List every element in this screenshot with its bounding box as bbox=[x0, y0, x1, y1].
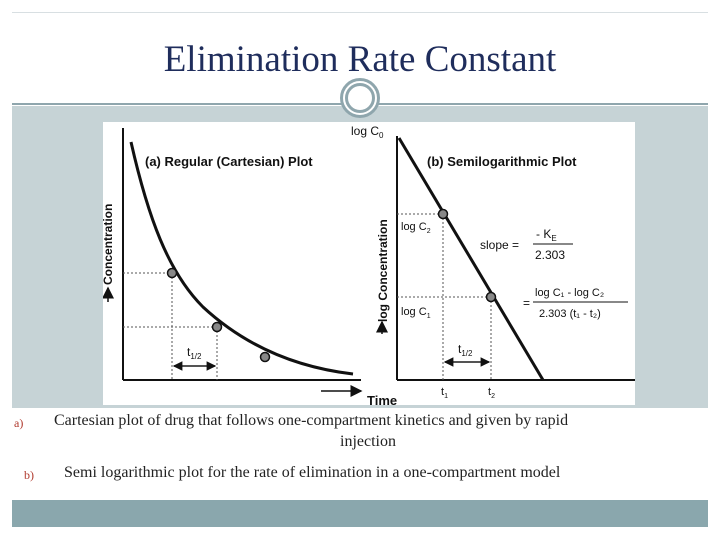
elimination-figure: t1/2 (a) Regular (Cartesian) Plot Concen… bbox=[101, 122, 635, 408]
panel-b-log-c1-label: log C1 bbox=[401, 306, 431, 320]
panel-a-decay-curve bbox=[129, 141, 354, 376]
ornament-ring-inner bbox=[345, 83, 375, 113]
panel-b-log-c2-label: log C2 bbox=[401, 221, 431, 235]
slope-numerator: - KE bbox=[536, 227, 557, 243]
panel-b-ylabel: log Concentration bbox=[376, 219, 390, 322]
slide-title: Elimination Rate Constant bbox=[163, 39, 557, 80]
panel-a-half-life-label: t1/2 bbox=[187, 345, 202, 361]
bullet-a-text-line2: injection bbox=[340, 433, 396, 450]
panel-b-t1-label: t1 bbox=[441, 386, 448, 400]
slope-label: slope = bbox=[480, 238, 519, 252]
panel-a-label: (a) Regular (Cartesian) Plot bbox=[145, 154, 313, 169]
panel-a-point-3 bbox=[259, 351, 271, 363]
panel-a-ylabel: Concentration bbox=[103, 204, 115, 285]
panel-b-label: (b) Semilogarithmic Plot bbox=[427, 154, 577, 169]
panel-b-point-1 bbox=[437, 208, 449, 220]
x-axis-label: Time bbox=[367, 393, 397, 405]
bullet-a: a) Cartesian plot of drug that follows o… bbox=[14, 412, 704, 456]
panel-b-decay-line bbox=[397, 137, 545, 381]
panel-b-half-life-label: t1/2 bbox=[458, 342, 473, 358]
equation-numerator: log C₁ - log C₂ bbox=[535, 287, 604, 299]
elimination-diagram-svg: t1/2 (a) Regular (Cartesian) Plot Concen… bbox=[101, 124, 635, 408]
panel-b-log-c0-label: log C0 bbox=[351, 124, 384, 140]
panel-a-point-1 bbox=[166, 267, 178, 279]
bullet-a-marker: a) bbox=[14, 416, 24, 430]
panel-b-point-2 bbox=[485, 291, 497, 303]
caption-area bbox=[12, 408, 708, 500]
bullet-b-marker: b) bbox=[24, 468, 34, 482]
panel-b-t2-label: t2 bbox=[488, 386, 495, 400]
panel-a-point-2 bbox=[211, 321, 223, 333]
footer-bar bbox=[12, 500, 708, 527]
bullet-a-text-line1: Cartesian plot of drug that follows one-… bbox=[54, 412, 569, 429]
equation-equals: = bbox=[523, 296, 530, 310]
bullet-b-text: Semi logarithmic plot for the rate of el… bbox=[64, 464, 561, 481]
bullet-b: b) Semi logarithmic plot for the rate of… bbox=[24, 464, 704, 486]
equation-denominator: 2.303 (t₁ - t₂) bbox=[539, 308, 601, 320]
slope-denominator: 2.303 bbox=[535, 248, 565, 262]
